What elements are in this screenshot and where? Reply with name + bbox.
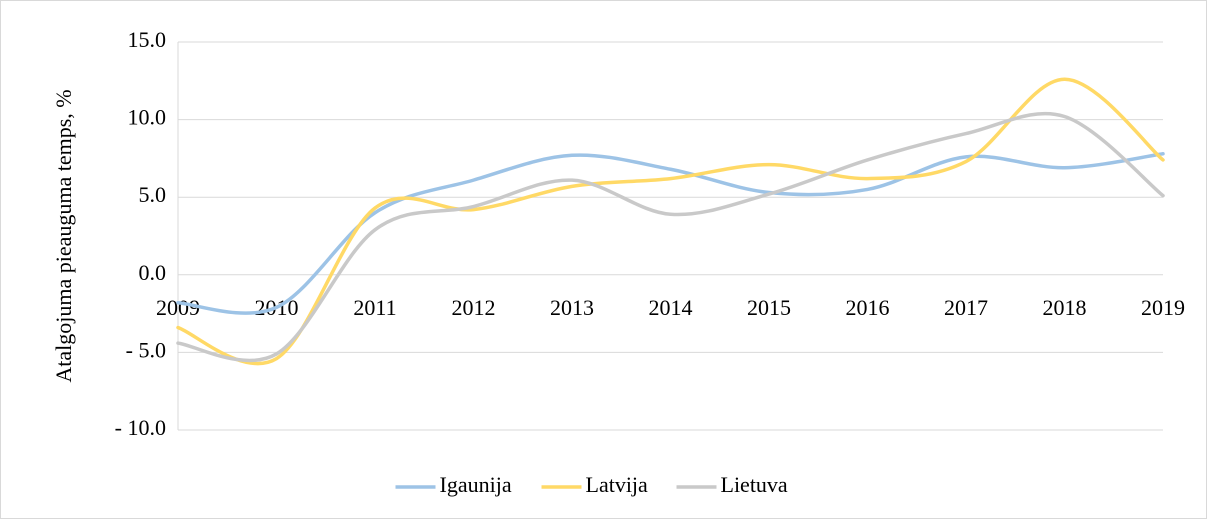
y-tick-label: 10.0 — [128, 105, 167, 130]
x-tick-label: 2012 — [452, 295, 496, 320]
legend-label: Latvija — [586, 472, 649, 497]
x-tick-label: 2009 — [156, 295, 200, 320]
legend-label: Igaunija — [440, 472, 512, 497]
y-tick-label: - 5.0 — [126, 337, 166, 362]
x-tick-label: 2018 — [1043, 295, 1087, 320]
x-tick-label: 2014 — [649, 295, 693, 320]
series-line — [176, 151, 1165, 315]
x-tick-label: 2015 — [747, 295, 791, 320]
y-tick-label: - 10.0 — [115, 415, 166, 440]
series-line — [176, 77, 1165, 366]
y-tick-label: 5.0 — [139, 182, 167, 207]
y-axis-label: Atalgojuma pieauguma temps, % — [51, 89, 76, 382]
x-tick-label: 2016 — [846, 295, 890, 320]
x-tick-label: 2017 — [944, 295, 988, 320]
y-tick-label: 15.0 — [128, 27, 167, 52]
legend-label: Lietuva — [721, 472, 788, 497]
series-line — [176, 111, 1165, 363]
y-tick-label: 0.0 — [139, 260, 167, 285]
x-tick-label: 2019 — [1141, 295, 1185, 320]
x-tick-label: 2013 — [550, 295, 594, 320]
x-tick-label: 2011 — [353, 295, 396, 320]
